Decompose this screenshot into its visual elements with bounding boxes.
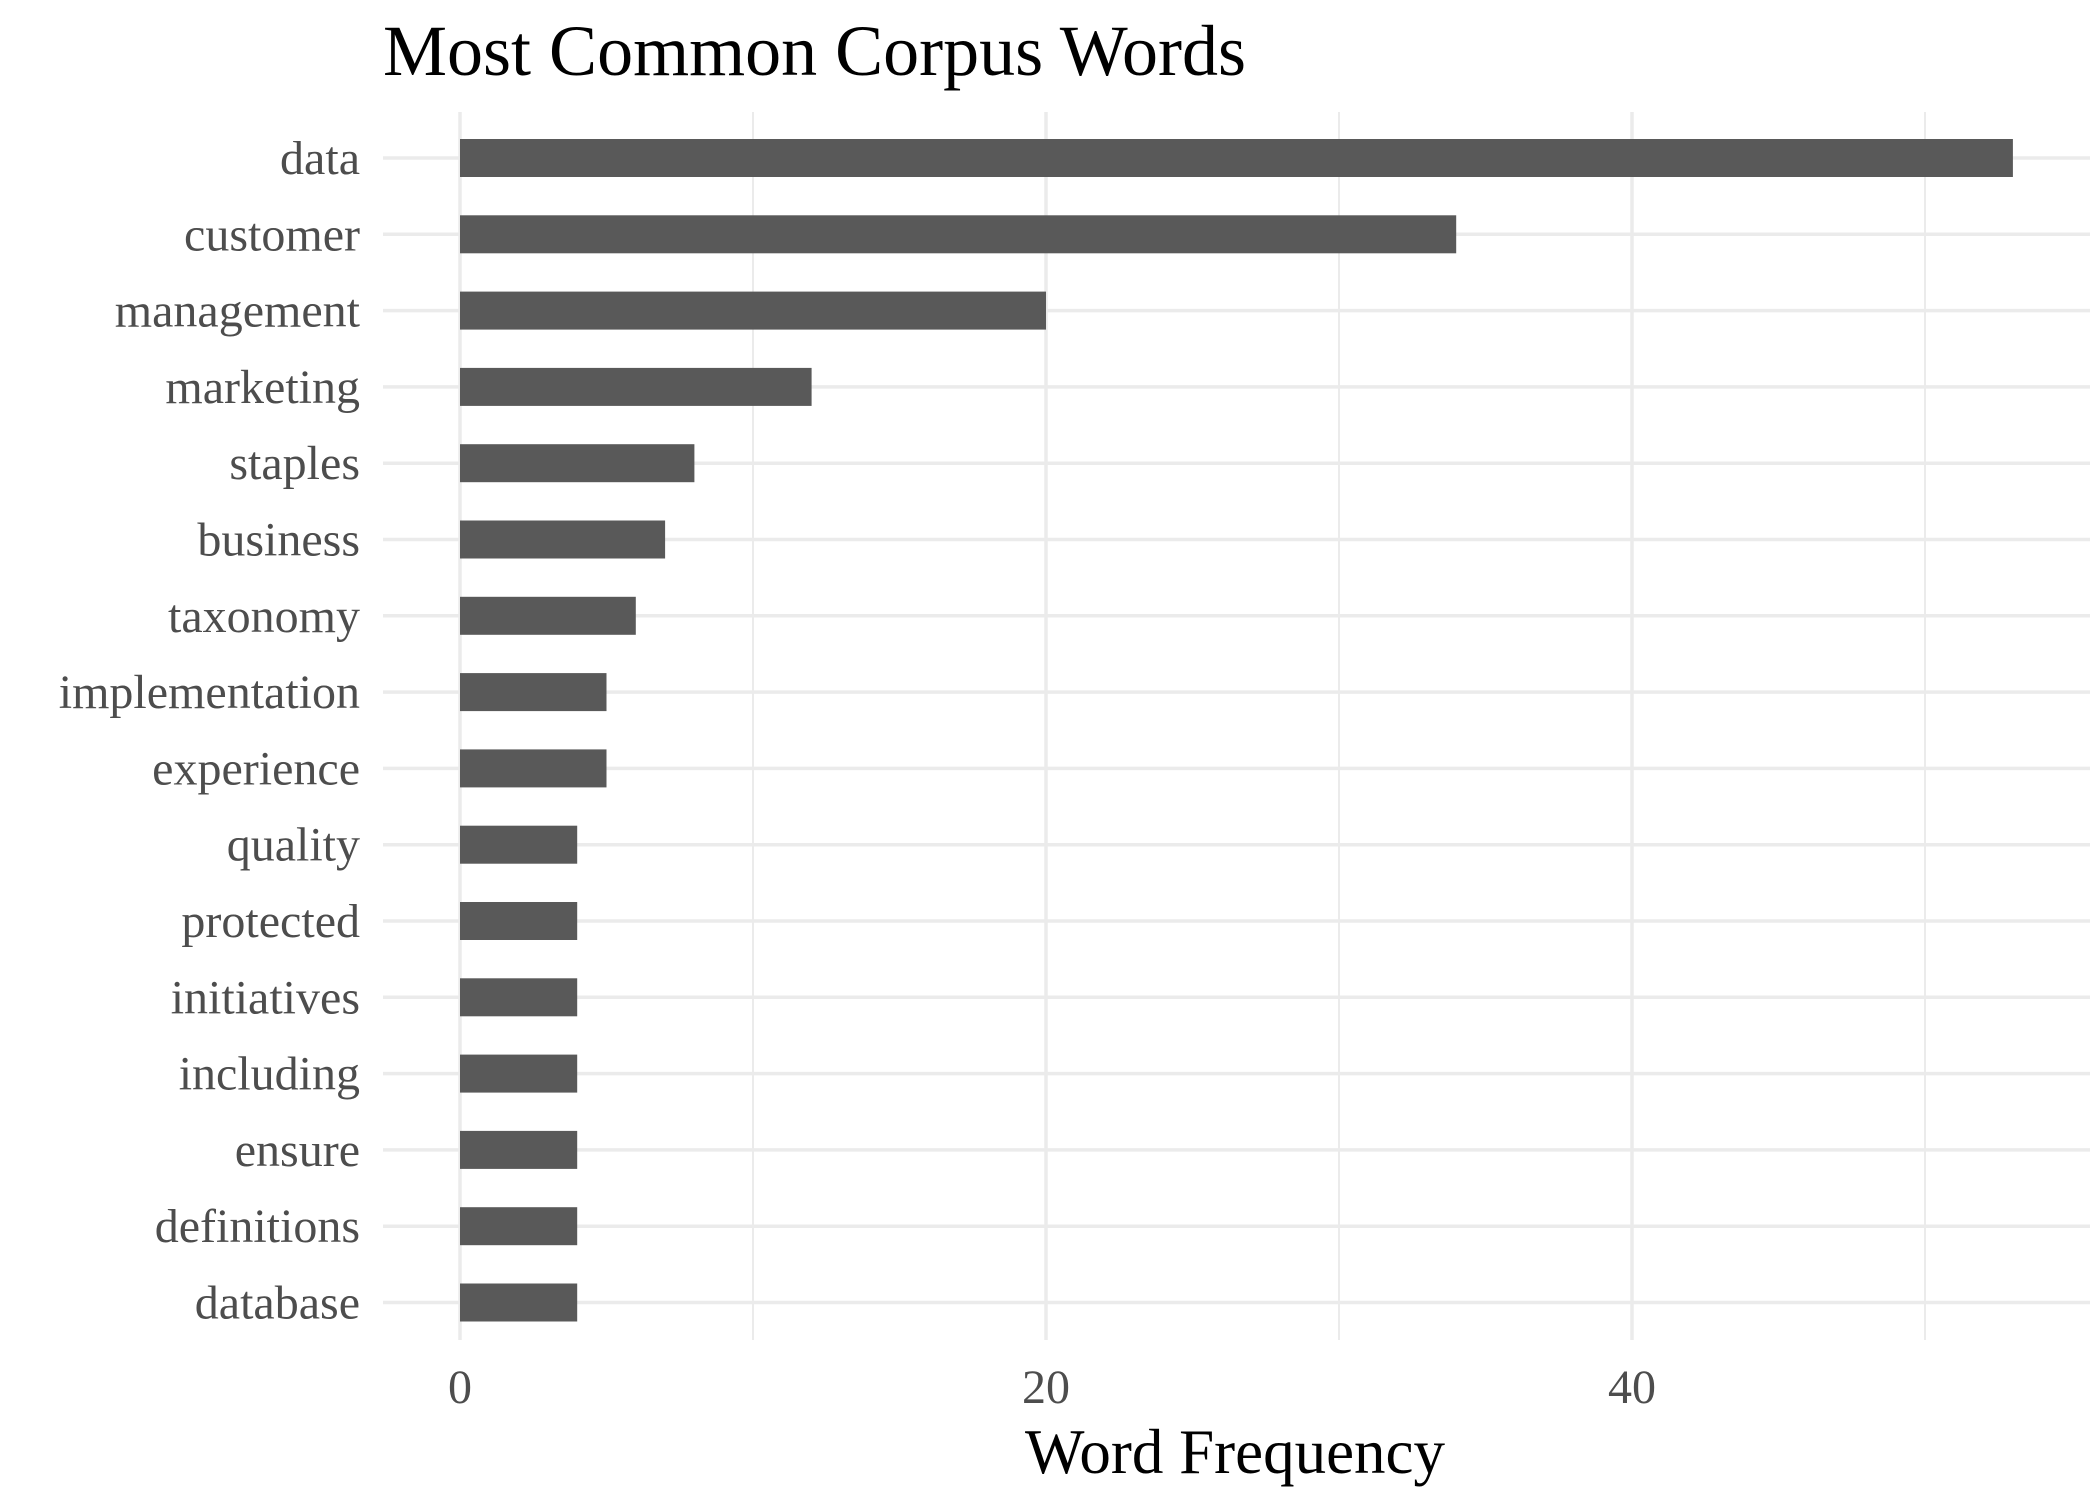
chart-title: Most Common Corpus Words: [383, 11, 1246, 91]
category-label-quality: quality: [227, 819, 360, 872]
category-label-experience: experience: [152, 742, 360, 795]
x-tick-labels: 0 20 40: [448, 1361, 1656, 1414]
category-label-implementation: implementation: [59, 666, 360, 719]
category-label-taxonomy: taxonomy: [168, 590, 360, 643]
bar-staples: [460, 444, 695, 483]
bar-data: [460, 139, 2013, 177]
bar-management: [460, 291, 1046, 330]
category-label-marketing: marketing: [165, 361, 360, 414]
category-label-protected: protected: [181, 895, 360, 948]
category-label-database: database: [195, 1277, 360, 1330]
bar-ensure: [460, 1130, 578, 1169]
category-label-initiatives: initiatives: [171, 971, 360, 1024]
bar-protected: [460, 902, 578, 940]
category-label-definitions: definitions: [155, 1200, 360, 1253]
x-tick-label: 20: [1022, 1361, 1070, 1414]
bar-business: [460, 520, 666, 559]
bar-customer: [460, 215, 1457, 254]
category-labels: data customer management marketing staples bu…: [59, 132, 361, 1330]
category-label-customer: customer: [184, 208, 360, 261]
x-tick-label: 0: [448, 1361, 472, 1414]
category-label-data: data: [280, 132, 360, 185]
bars: [460, 139, 2013, 1322]
bar-initiatives: [460, 978, 578, 1017]
category-label-staples: staples: [229, 437, 360, 490]
x-tick-label: 40: [1608, 1361, 1656, 1414]
category-label-ensure: ensure: [235, 1124, 360, 1177]
bar-definitions: [460, 1207, 578, 1246]
bar-implementation: [460, 673, 607, 712]
x-axis-title: Word Frequency: [1025, 1417, 1446, 1487]
bar-experience: [460, 749, 607, 788]
category-label-including: including: [179, 1048, 360, 1101]
category-label-management: management: [115, 285, 361, 338]
bar-database: [460, 1283, 578, 1322]
bar-including: [460, 1054, 578, 1093]
bar-quality: [460, 825, 578, 864]
bar-marketing: [460, 367, 812, 406]
category-label-business: business: [197, 514, 360, 567]
bar-taxonomy: [460, 596, 636, 635]
